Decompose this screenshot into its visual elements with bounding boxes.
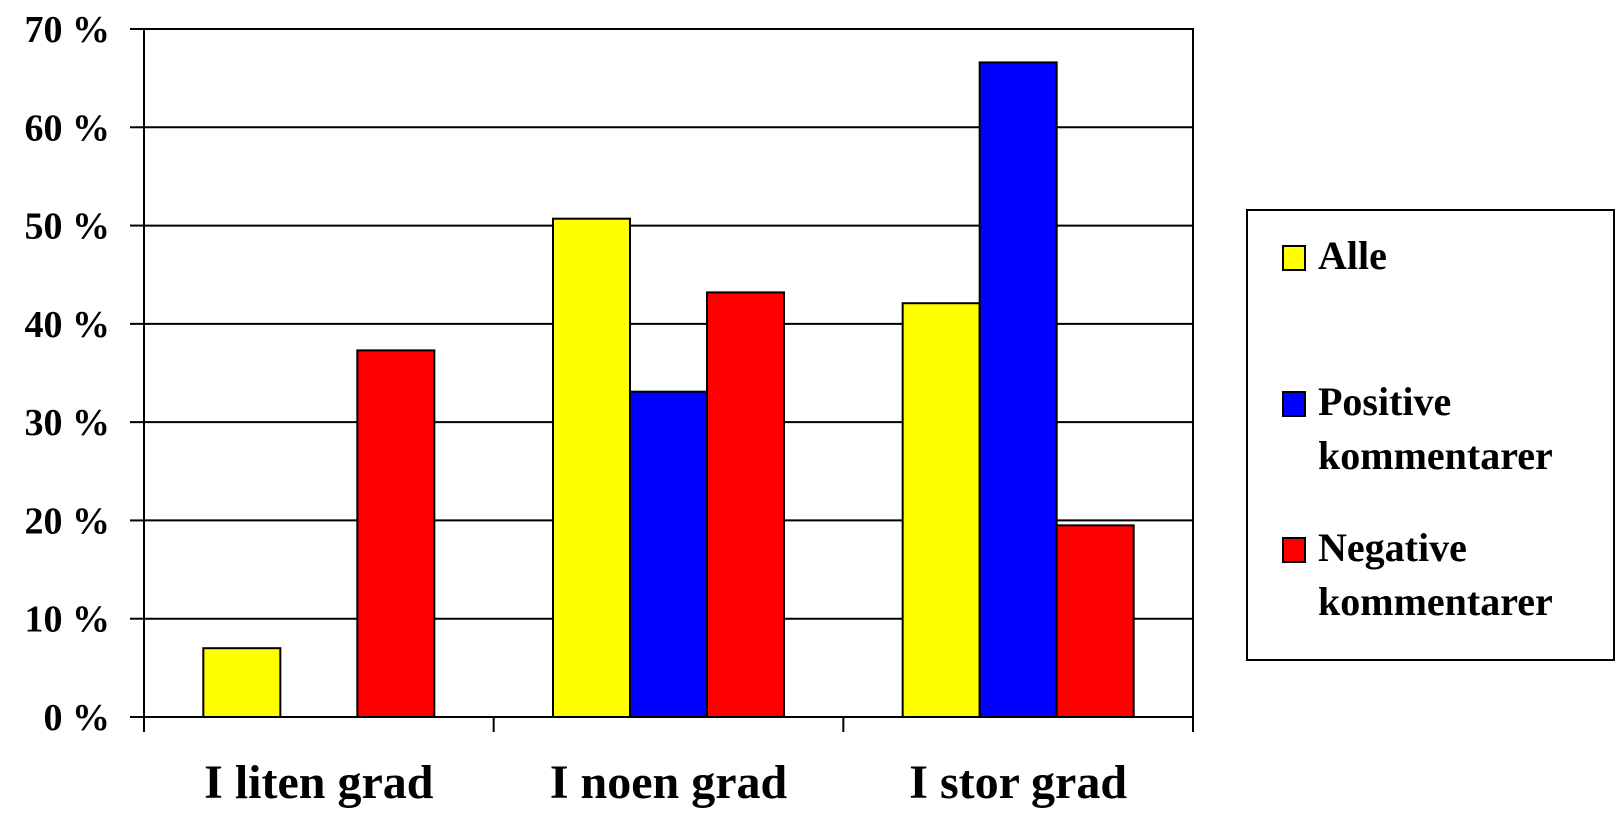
legend-item-positive: Positive kommentarer <box>1282 379 1588 483</box>
y-tick-label: 30 % <box>25 402 111 444</box>
bar-positive-kommentarer-2 <box>978 61 1058 719</box>
legend-label-negative: Negative kommentarer <box>1318 525 1553 624</box>
legend-label-positive: Positive kommentarer <box>1318 379 1553 478</box>
y-tick-labels: 0 % 10 % 20 % 30 % 40 % 50 % 60 % 70 % <box>25 9 111 739</box>
bar-negative-kommentarer-0 <box>356 349 436 718</box>
plot-frame <box>143 28 1194 718</box>
x-tick-labels: I liten grad I noen grad I stor grad <box>204 756 1127 809</box>
y-tick-label: 40 % <box>25 304 111 346</box>
bars <box>202 61 1135 719</box>
legend: Alle Positive kommentarer Negative komme… <box>1246 209 1615 661</box>
bar-positive-kommentarer-1 <box>629 390 708 718</box>
legend-item-alle: Alle <box>1282 233 1387 283</box>
bar-alle-1 <box>552 217 631 718</box>
y-tick-label: 10 % <box>25 599 111 641</box>
legend-swatch-positive <box>1282 391 1306 417</box>
legend-item-negative: Negative kommentarer <box>1282 525 1588 629</box>
legend-label-alle: Alle <box>1318 233 1387 278</box>
x-tick-label: I liten grad <box>204 756 434 809</box>
x-tick-label: I noen grad <box>550 756 788 809</box>
bar-alle-0 <box>202 647 282 719</box>
x-tick-label: I stor grad <box>909 756 1127 809</box>
bar-negative-kommentarer-2 <box>1055 524 1135 718</box>
legend-swatch-negative <box>1282 537 1306 563</box>
y-tick-label: 20 % <box>25 500 111 542</box>
y-tick-label: 0 % <box>44 697 111 739</box>
bar-alle-2 <box>901 302 981 718</box>
legend-swatch-alle <box>1282 245 1306 271</box>
bar-negative-kommentarer-1 <box>706 291 785 718</box>
y-tick-label: 50 % <box>25 206 111 248</box>
axes <box>130 28 1194 732</box>
y-tick-label: 60 % <box>25 107 111 149</box>
y-tick-label: 70 % <box>25 9 111 51</box>
